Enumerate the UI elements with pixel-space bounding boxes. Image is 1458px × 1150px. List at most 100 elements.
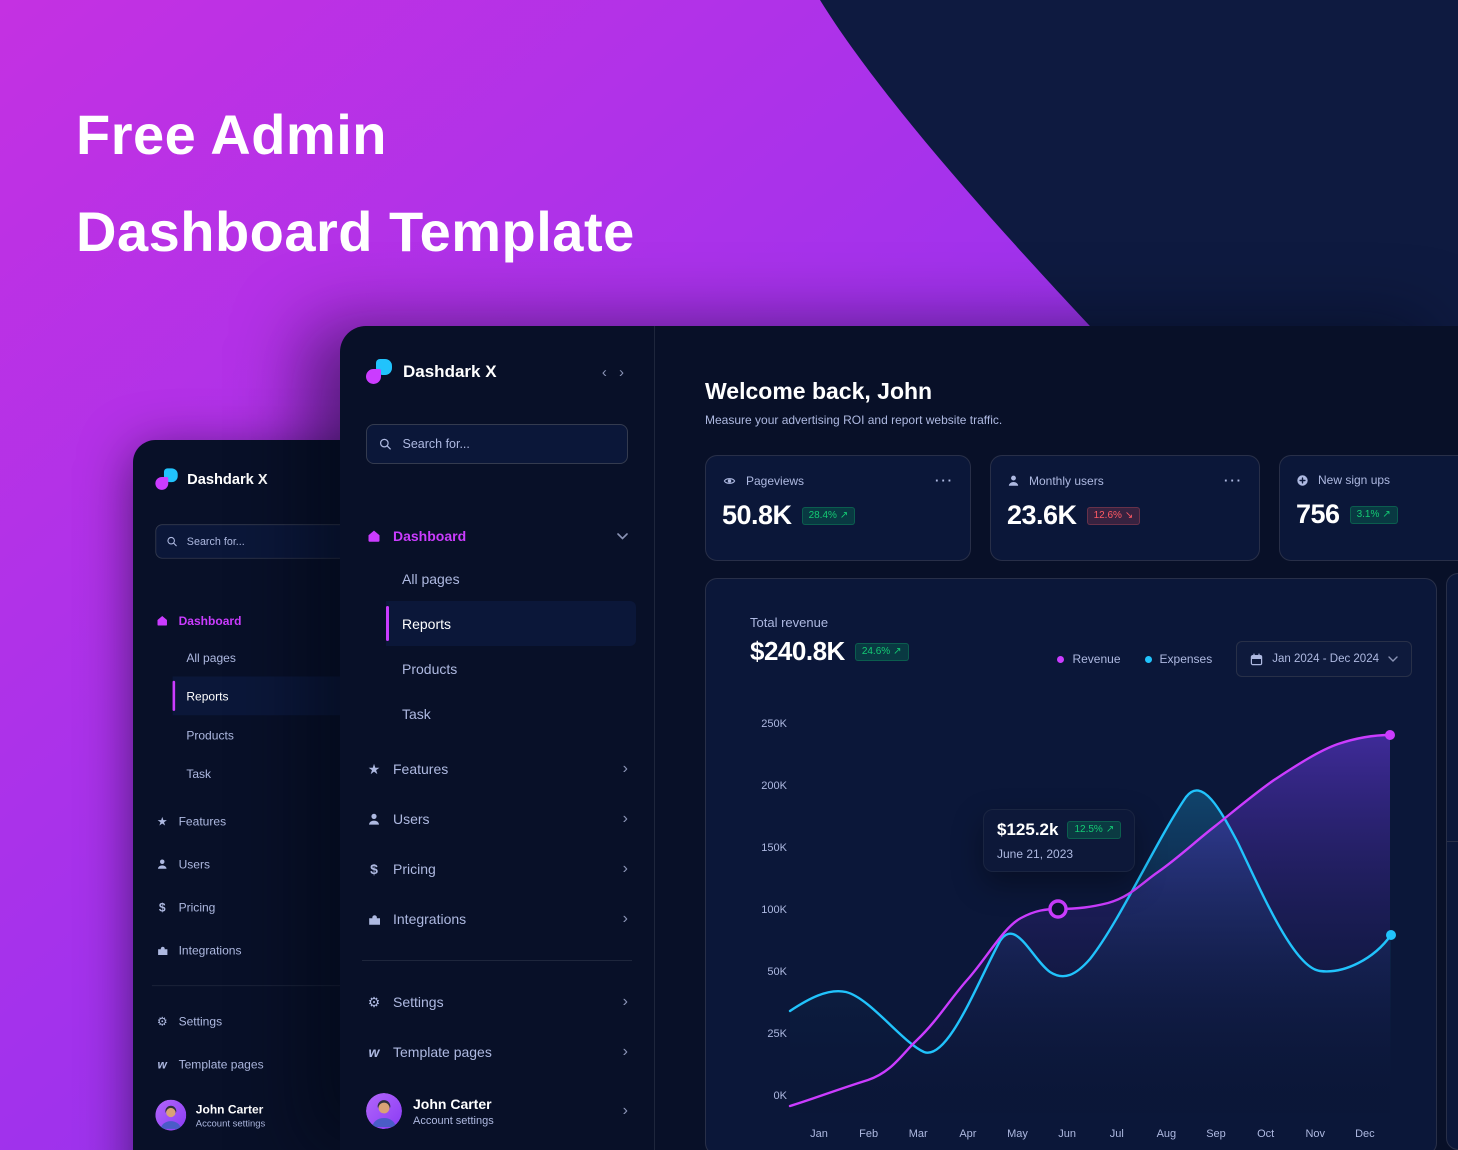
chart-total-value: $240.8K: [750, 636, 845, 666]
search-icon: [379, 438, 391, 450]
star-icon: ★: [156, 813, 168, 828]
sidebar-item-label: Task: [186, 766, 212, 781]
x-tick-label: Nov: [1305, 1128, 1326, 1140]
expenses-dot-icon: [1144, 655, 1152, 663]
profile-item[interactable]: John Carter Account settings ›: [366, 1093, 628, 1129]
chevron-down-icon: [617, 527, 628, 545]
sidebar-item-products[interactable]: Products: [186, 715, 392, 754]
sidebar-item-label: Products: [402, 660, 458, 677]
chevron-right-icon: ›: [622, 910, 628, 927]
sidebar-item-label: Pricing: [393, 861, 436, 877]
revenue-end-dot: [1385, 730, 1395, 740]
sidebar-item-label: Reports: [402, 615, 452, 632]
circle-plus-icon: [1297, 474, 1308, 486]
legend-item-expenses: Expenses: [1144, 652, 1212, 666]
sidebar-item-task[interactable]: Task: [402, 691, 628, 736]
delta-badge: 3.1% ↗: [1349, 505, 1398, 524]
sidebar-item-task[interactable]: Task: [186, 754, 392, 793]
profile-name: John Carter: [195, 1101, 264, 1116]
hero-title: Free Admin Dashboard Template: [76, 86, 635, 280]
delta-badge: 28.4% ↗: [801, 506, 856, 525]
main-content: Welcome back, John Measure your advertis…: [655, 326, 1458, 1150]
x-tick-label: Oct: [1257, 1128, 1275, 1140]
avatar: [366, 1093, 402, 1129]
gear-icon: ⚙: [367, 993, 381, 1010]
trend-down-icon: ↘: [1124, 509, 1134, 521]
chevron-right-icon: ›: [622, 1102, 628, 1119]
sidebar-item-settings[interactable]: ⚙ Settings ›: [366, 977, 628, 1027]
more-menu-button[interactable]: ···: [1224, 473, 1243, 488]
dollar-icon: $: [158, 900, 166, 914]
sidebar-item-dashboard[interactable]: Dashboard: [366, 516, 628, 556]
sidebar-item-label: Dashboard: [178, 613, 242, 628]
dollar-icon: $: [370, 861, 378, 877]
revenue-line: [788, 733, 1392, 1108]
sidebar-divider: [151, 985, 396, 987]
sidebar-item-features[interactable]: ★ Features ›: [366, 744, 628, 794]
total-revenue-card: Total revenue $240.8K 24.6% ↗ Revenue Exp…: [705, 578, 1437, 1150]
right-rail-divider: [1447, 841, 1458, 842]
sidebar-item-products[interactable]: Products: [402, 646, 628, 691]
chart-legend: Revenue Expenses Jan 2024 - Dec 2024: [1057, 641, 1412, 677]
date-range-label: Jan 2024 - Dec 2024: [1272, 653, 1379, 665]
x-tick-label: Aug: [1156, 1128, 1177, 1140]
hero-title-line1: Free Admin: [76, 103, 387, 166]
x-tick-label: Feb: [859, 1128, 879, 1140]
dashdark-logo-icon: [366, 359, 392, 385]
sidebar-item-all-pages[interactable]: All pages: [402, 556, 628, 601]
legend-item-revenue: Revenue: [1057, 652, 1121, 666]
star-icon: ★: [367, 760, 381, 777]
page-title: Welcome back, John: [705, 378, 933, 404]
home-icon: [155, 614, 169, 628]
more-menu-button[interactable]: ···: [935, 473, 954, 488]
dashboard-panel: Dashdark X ‹ › Dashboard All pages Repor…: [340, 326, 1458, 1150]
x-tick-label: May: [1007, 1128, 1028, 1140]
sidebar-item-label: Settings: [178, 1014, 223, 1029]
sidebar-item-label: Users: [393, 811, 430, 827]
chevron-right-icon: ›: [622, 810, 628, 827]
avatar: [155, 1099, 187, 1131]
stat-card-pageviews: Pageviews ··· 50.8K 28.4% ↗: [705, 455, 971, 561]
sidebar-item-label: All pages: [186, 650, 236, 665]
y-tick-label: 250K: [761, 718, 787, 730]
expenses-end-dot: [1386, 930, 1396, 940]
webflow-icon: w: [368, 1044, 380, 1060]
sidebar-collapse-control[interactable]: ‹ ›: [601, 363, 628, 381]
home-icon: [366, 528, 382, 544]
sidebar-item-pricing[interactable]: $ Pricing ›: [366, 844, 628, 894]
stat-value: 23.6K: [1007, 500, 1077, 530]
trend-up-icon: ↗: [893, 645, 902, 657]
chart-title: Total revenue: [750, 615, 829, 630]
profile-name: John Carter: [413, 1095, 492, 1112]
x-tick-label: Apr: [959, 1128, 977, 1140]
sidebar-item-label: Dashboard: [393, 528, 467, 544]
corner-background-shape: [820, 0, 1458, 340]
stat-card-monthly-users: Monthly users ··· 23.6K 12.6% ↘: [990, 455, 1260, 561]
sidebar-item-label: Reports: [186, 688, 229, 703]
sidebar-item-template-pages[interactable]: w Template pages ›: [366, 1027, 628, 1077]
trend-up-icon: ↗: [1105, 824, 1115, 835]
sidebar-item-integrations[interactable]: Integrations ›: [366, 894, 628, 944]
search-input[interactable]: [400, 436, 615, 452]
x-tick-label: Dec: [1355, 1128, 1375, 1140]
highlight-point-marker: [1048, 899, 1068, 919]
y-tick-label: 50K: [767, 966, 787, 978]
search-input[interactable]: [185, 534, 381, 549]
revenue-expenses-line-chart: [788, 730, 1396, 1113]
sidebar: Dashdark X ‹ › Dashboard All pages Repor…: [340, 326, 655, 1150]
sidebar-item-users[interactable]: Users ›: [366, 794, 628, 844]
user-icon: [1008, 475, 1019, 486]
sidebar-item-label: Integrations: [178, 943, 242, 957]
sidebar-item-all-pages[interactable]: All pages: [186, 638, 392, 677]
delta-badge: 24.6% ↗: [854, 642, 909, 661]
sidebar-item-label: Features: [393, 761, 449, 777]
y-tick-label: 0K: [773, 1090, 787, 1102]
user-icon: [155, 858, 169, 870]
sidebar-item-label: Products: [186, 727, 234, 742]
y-tick-label: 100K: [761, 904, 787, 916]
search-box[interactable]: [366, 424, 628, 464]
sidebar-item-reports[interactable]: Reports: [386, 601, 636, 646]
chart-tooltip: $125.2k 12.5% ↗ June 21, 2023: [983, 809, 1136, 872]
date-range-select[interactable]: Jan 2024 - Dec 2024: [1236, 641, 1412, 677]
x-tick-label: Jun: [1058, 1128, 1076, 1140]
